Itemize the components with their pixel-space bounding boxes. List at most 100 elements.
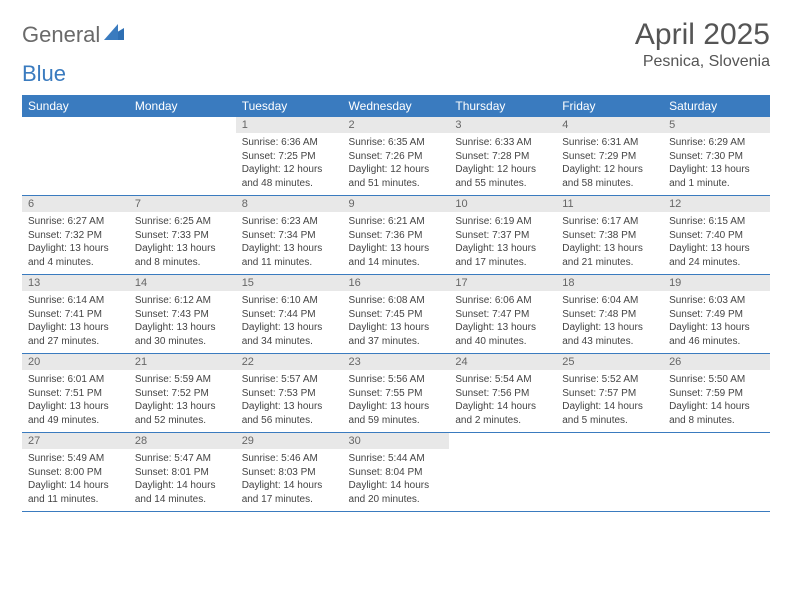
day-details: Sunrise: 5:44 AMSunset: 8:04 PMDaylight:… [343,449,450,510]
day-number: 13 [22,275,129,291]
calendar-cell: 7Sunrise: 6:25 AMSunset: 7:33 PMDaylight… [129,196,236,275]
calendar-cell: 20Sunrise: 6:01 AMSunset: 7:51 PMDayligh… [22,354,129,433]
calendar-cell: 10Sunrise: 6:19 AMSunset: 7:37 PMDayligh… [449,196,556,275]
calendar-cell: 11Sunrise: 6:17 AMSunset: 7:38 PMDayligh… [556,196,663,275]
day-details: Sunrise: 6:33 AMSunset: 7:28 PMDaylight:… [449,133,556,194]
calendar-cell: 15Sunrise: 6:10 AMSunset: 7:44 PMDayligh… [236,275,343,354]
day-details: Sunrise: 6:15 AMSunset: 7:40 PMDaylight:… [663,212,770,273]
calendar-cell: 18Sunrise: 6:04 AMSunset: 7:48 PMDayligh… [556,275,663,354]
day-number: 5 [663,117,770,133]
day-details: Sunrise: 6:23 AMSunset: 7:34 PMDaylight:… [236,212,343,273]
day-details: Sunrise: 5:50 AMSunset: 7:59 PMDaylight:… [663,370,770,431]
day-number: 3 [449,117,556,133]
day-number: 1 [236,117,343,133]
calendar-cell: 3Sunrise: 6:33 AMSunset: 7:28 PMDaylight… [449,117,556,196]
day-number: 16 [343,275,450,291]
calendar-cell: 4Sunrise: 6:31 AMSunset: 7:29 PMDaylight… [556,117,663,196]
day-details: Sunrise: 6:03 AMSunset: 7:49 PMDaylight:… [663,291,770,352]
calendar-cell: 9Sunrise: 6:21 AMSunset: 7:36 PMDaylight… [343,196,450,275]
weekday-header: Friday [556,95,663,117]
day-details: Sunrise: 5:57 AMSunset: 7:53 PMDaylight:… [236,370,343,431]
day-number: 12 [663,196,770,212]
day-details: Sunrise: 5:52 AMSunset: 7:57 PMDaylight:… [556,370,663,431]
day-details: Sunrise: 5:46 AMSunset: 8:03 PMDaylight:… [236,449,343,510]
day-details: Sunrise: 6:17 AMSunset: 7:38 PMDaylight:… [556,212,663,273]
calendar-cell: .. [663,433,770,512]
calendar-cell: 30Sunrise: 5:44 AMSunset: 8:04 PMDayligh… [343,433,450,512]
calendar-week-row: 20Sunrise: 6:01 AMSunset: 7:51 PMDayligh… [22,354,770,433]
calendar-cell: 27Sunrise: 5:49 AMSunset: 8:00 PMDayligh… [22,433,129,512]
day-number: 30 [343,433,450,449]
weekday-header: Wednesday [343,95,450,117]
brand-mark-icon [104,24,126,47]
location-label: Pesnica, Slovenia [635,53,770,71]
day-number: 14 [129,275,236,291]
day-details: Sunrise: 6:27 AMSunset: 7:32 PMDaylight:… [22,212,129,273]
calendar-cell: 17Sunrise: 6:06 AMSunset: 7:47 PMDayligh… [449,275,556,354]
calendar-cell: 14Sunrise: 6:12 AMSunset: 7:43 PMDayligh… [129,275,236,354]
day-details: Sunrise: 6:31 AMSunset: 7:29 PMDaylight:… [556,133,663,194]
day-details: Sunrise: 5:54 AMSunset: 7:56 PMDaylight:… [449,370,556,431]
day-details: Sunrise: 6:25 AMSunset: 7:33 PMDaylight:… [129,212,236,273]
brand-logo: General [22,18,128,48]
day-number: 22 [236,354,343,370]
calendar-cell: 12Sunrise: 6:15 AMSunset: 7:40 PMDayligh… [663,196,770,275]
day-number: 8 [236,196,343,212]
calendar-cell: .. [22,117,129,196]
day-number: 18 [556,275,663,291]
day-number: 17 [449,275,556,291]
day-details: Sunrise: 6:21 AMSunset: 7:36 PMDaylight:… [343,212,450,273]
day-details: Sunrise: 6:12 AMSunset: 7:43 PMDaylight:… [129,291,236,352]
day-number: 9 [343,196,450,212]
day-number: 23 [343,354,450,370]
day-number: 26 [663,354,770,370]
day-number: 28 [129,433,236,449]
day-number: 4 [556,117,663,133]
day-details: Sunrise: 5:47 AMSunset: 8:01 PMDaylight:… [129,449,236,510]
day-details: Sunrise: 6:36 AMSunset: 7:25 PMDaylight:… [236,133,343,194]
calendar-cell: .. [449,433,556,512]
day-number: 21 [129,354,236,370]
calendar-cell: 21Sunrise: 5:59 AMSunset: 7:52 PMDayligh… [129,354,236,433]
calendar-cell: 23Sunrise: 5:56 AMSunset: 7:55 PMDayligh… [343,354,450,433]
calendar-cell: 26Sunrise: 5:50 AMSunset: 7:59 PMDayligh… [663,354,770,433]
calendar-week-row: 13Sunrise: 6:14 AMSunset: 7:41 PMDayligh… [22,275,770,354]
calendar-cell: 28Sunrise: 5:47 AMSunset: 8:01 PMDayligh… [129,433,236,512]
calendar-week-row: 6Sunrise: 6:27 AMSunset: 7:32 PMDaylight… [22,196,770,275]
day-details: Sunrise: 5:49 AMSunset: 8:00 PMDaylight:… [22,449,129,510]
day-details: Sunrise: 6:01 AMSunset: 7:51 PMDaylight:… [22,370,129,431]
day-number: 29 [236,433,343,449]
calendar-cell: .. [129,117,236,196]
day-number: 24 [449,354,556,370]
calendar-cell: 25Sunrise: 5:52 AMSunset: 7:57 PMDayligh… [556,354,663,433]
calendar-week-row: ....1Sunrise: 6:36 AMSunset: 7:25 PMDayl… [22,117,770,196]
day-details: Sunrise: 6:29 AMSunset: 7:30 PMDaylight:… [663,133,770,194]
brand-part1: General [22,22,100,48]
day-details: Sunrise: 5:56 AMSunset: 7:55 PMDaylight:… [343,370,450,431]
calendar-cell: 16Sunrise: 6:08 AMSunset: 7:45 PMDayligh… [343,275,450,354]
day-details: Sunrise: 5:59 AMSunset: 7:52 PMDaylight:… [129,370,236,431]
day-details: Sunrise: 6:35 AMSunset: 7:26 PMDaylight:… [343,133,450,194]
weekday-header: Sunday [22,95,129,117]
day-number: 10 [449,196,556,212]
calendar-cell: 5Sunrise: 6:29 AMSunset: 7:30 PMDaylight… [663,117,770,196]
day-number: 6 [22,196,129,212]
day-number: 19 [663,275,770,291]
day-number: 25 [556,354,663,370]
brand-part2: Blue [22,61,66,87]
day-details: Sunrise: 6:10 AMSunset: 7:44 PMDaylight:… [236,291,343,352]
calendar-cell: 22Sunrise: 5:57 AMSunset: 7:53 PMDayligh… [236,354,343,433]
calendar-cell: 13Sunrise: 6:14 AMSunset: 7:41 PMDayligh… [22,275,129,354]
title-block: April 2025 Pesnica, Slovenia [635,18,770,71]
calendar-cell: 2Sunrise: 6:35 AMSunset: 7:26 PMDaylight… [343,117,450,196]
calendar-cell: 1Sunrise: 6:36 AMSunset: 7:25 PMDaylight… [236,117,343,196]
calendar-cell: .. [556,433,663,512]
day-number: 11 [556,196,663,212]
calendar-table: SundayMondayTuesdayWednesdayThursdayFrid… [22,95,770,512]
day-number: 15 [236,275,343,291]
weekday-header: Tuesday [236,95,343,117]
calendar-header-row: SundayMondayTuesdayWednesdayThursdayFrid… [22,95,770,117]
weekday-header: Thursday [449,95,556,117]
day-details: Sunrise: 6:14 AMSunset: 7:41 PMDaylight:… [22,291,129,352]
day-number: 7 [129,196,236,212]
